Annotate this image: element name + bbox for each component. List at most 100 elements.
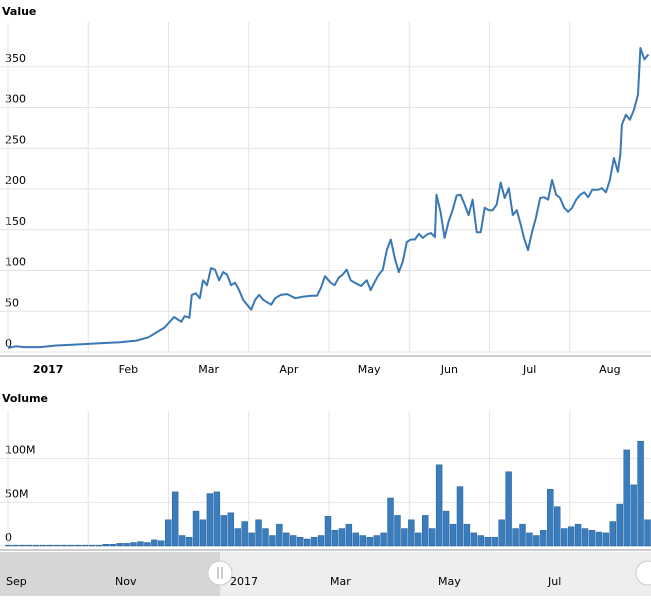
volume-bar [470,532,478,547]
volume-bar [623,449,630,547]
y-tick-label: 150 [5,215,26,228]
volume-bar [192,510,200,547]
navigator-label: Nov [115,575,137,588]
volume-bar [310,537,318,547]
volume-bar [380,532,387,547]
x-tick-label: Mar [198,363,219,376]
value-title: Value [2,5,36,18]
volume-bar [213,491,221,547]
volume-bar [324,516,332,547]
volume-title: Volume [2,392,48,405]
y-tick-label: 200 [5,174,26,187]
volume-bar [19,544,26,547]
y-tick-label: 50 [5,296,19,309]
volume-bar [241,521,248,547]
volume-bar [262,528,269,547]
volume-bar [220,515,228,547]
volume-bar [387,497,394,547]
volume-bar [137,541,144,547]
volume-bar [512,528,519,547]
volume-bar [588,530,596,547]
x-tick-label: Aug [599,363,620,376]
volume-bar [567,526,575,547]
volume-bar [123,543,130,547]
volume-bar [151,539,158,547]
volume-bar [554,506,561,547]
volume-bar [116,543,123,547]
volume-bar [345,523,353,547]
volume-bar [373,535,380,547]
volume-bar [526,532,533,547]
volume-bar [144,542,151,547]
volume-bar [227,512,234,547]
volume-bar [276,523,283,547]
volume-bar [484,537,491,547]
volume-bar [415,532,422,547]
volume-bar [234,528,241,547]
volume-bar [491,537,498,547]
volume-bar [408,519,415,547]
volume-bar [53,544,61,547]
volume-bar [165,519,172,547]
y-tick-label: 300 [5,93,26,106]
x-tick-label: Jun [440,363,458,376]
volume-bar [359,535,366,547]
volume-bar [46,544,54,547]
navigator-unselected [0,552,220,596]
volume-bar [109,544,116,547]
navigator-handle-left[interactable] [207,560,233,586]
volume-bar [519,523,526,547]
volume-bar [644,519,651,547]
value-line [7,47,650,349]
volume-bar [435,464,443,547]
volume-bar [609,521,617,547]
volume-bar [442,510,450,547]
volume-bar [12,544,19,547]
x-tick-label: Feb [119,363,138,376]
volume-bar [533,535,540,547]
volume-bar [199,519,207,547]
navigator-labels: Sep Nov 2017 Mar May Jul [6,575,561,588]
volume-bar [158,540,165,547]
volume-bar [171,491,179,547]
x-tick-label: Jul [522,363,536,376]
volume-bar [595,531,603,547]
x-tick-label: 2017 [33,363,64,376]
volume-bar [39,544,47,547]
volume-bar [352,532,360,547]
navigator-handle-right[interactable] [635,560,651,586]
volume-bar [366,537,373,547]
volume-bar [317,535,325,547]
volume-bar [26,544,33,547]
navigator-label: 2017 [230,575,258,588]
x-tick-label: May [358,363,381,376]
volume-bar [637,440,644,547]
volume-bar [269,535,276,547]
volume-bar [185,537,193,547]
volume-bar [331,530,339,547]
volume-bar [303,538,311,547]
volume-bar [81,544,89,547]
navigator-label: Mar [330,575,351,588]
volume-bar [456,486,464,547]
volume-bar [498,519,505,547]
volume-bar [102,544,109,547]
volume-bar [422,515,429,547]
y-tick-label: 100 [5,256,26,269]
y-tick-label: 50M [5,487,29,500]
volume-bar [560,528,568,547]
volume-bar [74,544,82,547]
volume-bar [394,515,401,547]
volume-bar [130,542,137,547]
volume-bar [574,523,582,547]
volume-bar [95,544,102,547]
y-tick-label: 250 [5,133,26,146]
volume-bar [505,471,512,547]
navigator-label: May [438,575,461,588]
navigator-label: Jul [547,575,561,588]
volume-bar [338,528,346,547]
volume-bar [401,528,408,547]
volume-bar [547,488,554,547]
